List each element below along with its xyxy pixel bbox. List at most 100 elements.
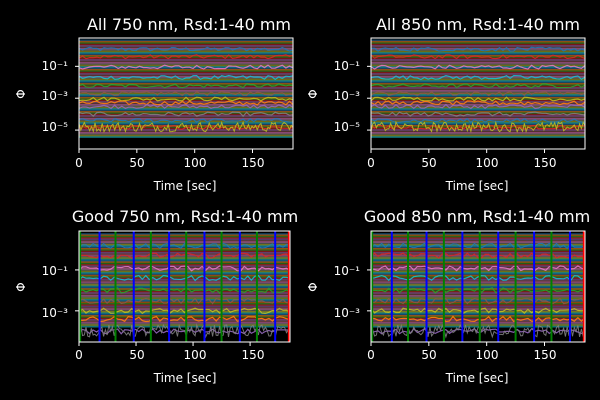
channel-trace (79, 270, 290, 273)
channel-trace (79, 115, 293, 117)
series-line (79, 83, 293, 89)
channel-trace (79, 88, 293, 91)
channel-trace (371, 73, 585, 75)
channel-trace (79, 306, 290, 309)
channel-trace (371, 136, 585, 138)
channel-trace (79, 94, 293, 96)
y-axis-label: Φ (306, 282, 320, 291)
series-line (79, 287, 290, 294)
channel-trace (79, 61, 293, 64)
series-line (79, 103, 293, 110)
channel-trace (371, 247, 585, 250)
channel-trace (79, 247, 290, 250)
y-tick-label: 10⁻⁵ (42, 120, 69, 134)
plot-area (79, 39, 293, 138)
channel-trace (79, 127, 293, 130)
channel-trace (371, 285, 585, 288)
channel-trace (371, 309, 585, 312)
channel-trace (371, 56, 585, 59)
channel-trace (371, 102, 585, 105)
channel-trace (79, 68, 293, 71)
channel-trace (371, 313, 585, 316)
channel-band (371, 39, 585, 138)
channel-trace (371, 261, 585, 264)
series-line (371, 124, 585, 130)
channel-trace (79, 59, 293, 61)
channel-trace (371, 61, 585, 64)
channel-trace (79, 75, 293, 78)
channel-trace (371, 57, 585, 60)
channel-trace (371, 133, 585, 136)
noise-floor-line (371, 323, 585, 339)
channel-trace (371, 68, 585, 71)
channel-trace (79, 324, 290, 327)
channel-trace (79, 300, 290, 303)
series-line (79, 265, 290, 272)
channel-trace (371, 94, 585, 96)
channel-trace (371, 50, 585, 53)
channel-trace (371, 272, 585, 274)
x-tick-label: 150 (242, 156, 265, 170)
channel-trace (371, 280, 585, 282)
x-tick-label: 0 (75, 348, 83, 362)
channel-trace (371, 98, 585, 101)
channel-trace (371, 84, 585, 87)
x-tick-label: 100 (184, 348, 207, 362)
channel-trace (79, 233, 290, 235)
series-line (79, 46, 293, 52)
series-line (371, 265, 585, 272)
channel-trace (79, 317, 290, 320)
channel-trace (79, 323, 290, 325)
channel-trace (79, 52, 293, 54)
channel-trace (371, 308, 585, 311)
channel-trace (371, 81, 585, 84)
channel-trace (371, 289, 585, 292)
channel-trace (371, 103, 585, 106)
y-tick-label: 10⁻¹ (42, 264, 69, 278)
channel-trace (371, 264, 585, 266)
channel-trace (371, 278, 585, 281)
channel-trace (79, 49, 293, 52)
channel-trace (79, 42, 293, 45)
channel-trace (371, 238, 585, 241)
channel-trace (371, 266, 585, 269)
channel-trace (79, 286, 290, 289)
series-line (79, 74, 293, 81)
channel-trace (79, 110, 293, 113)
channel-trace (371, 77, 585, 80)
channel-trace (79, 262, 290, 265)
channel-trace (371, 306, 585, 309)
channel-trace (371, 253, 585, 256)
axes-frame (370, 37, 586, 150)
channel-trace (371, 116, 585, 119)
channel-trace (79, 274, 290, 277)
channel-trace (79, 98, 293, 101)
x-axis-label: Time [sec] (153, 179, 217, 193)
channel-trace (371, 237, 585, 239)
channel-trace (79, 116, 293, 119)
series-line (79, 242, 290, 250)
channel-trace (371, 317, 585, 320)
channel-trace (371, 246, 585, 249)
subplot-good-850: Good 850 nm, Rsd:1-40 mm Φ Time [sec] 10… (306, 207, 590, 385)
channel-trace (79, 290, 290, 293)
channel-trace (79, 289, 290, 292)
noise-floor-line (79, 120, 293, 134)
channel-trace (79, 89, 293, 92)
channel-trace (371, 324, 585, 327)
channel-trace (79, 309, 290, 312)
channel-trace (371, 71, 585, 74)
series-line (79, 315, 290, 323)
x-tick-label: 50 (129, 348, 144, 362)
y-tick-label: 10⁻¹ (42, 59, 69, 73)
plot-area (371, 231, 585, 342)
channel-trace (371, 74, 585, 77)
y-tick-label: 10⁻¹ (334, 59, 361, 73)
channel-trace (371, 239, 585, 242)
series-line (79, 90, 293, 97)
series-line (371, 90, 585, 97)
x-tick-label: 0 (367, 156, 375, 170)
y-axis-label: Φ (14, 89, 28, 98)
y-axis-label: Φ (306, 89, 320, 98)
